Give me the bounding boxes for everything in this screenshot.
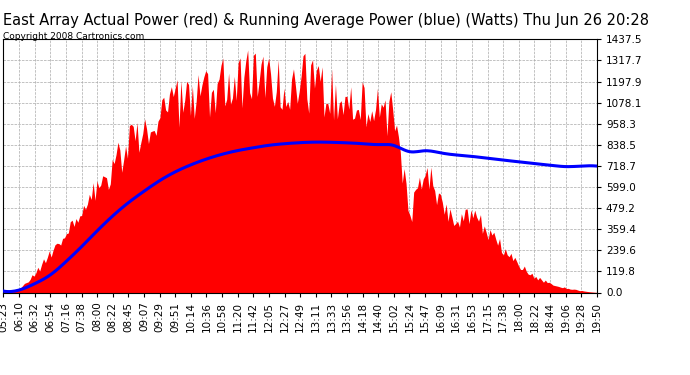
Text: Copyright 2008 Cartronics.com: Copyright 2008 Cartronics.com	[3, 32, 145, 41]
Text: East Array Actual Power (red) & Running Average Power (blue) (Watts) Thu Jun 26 : East Array Actual Power (red) & Running …	[3, 13, 649, 28]
